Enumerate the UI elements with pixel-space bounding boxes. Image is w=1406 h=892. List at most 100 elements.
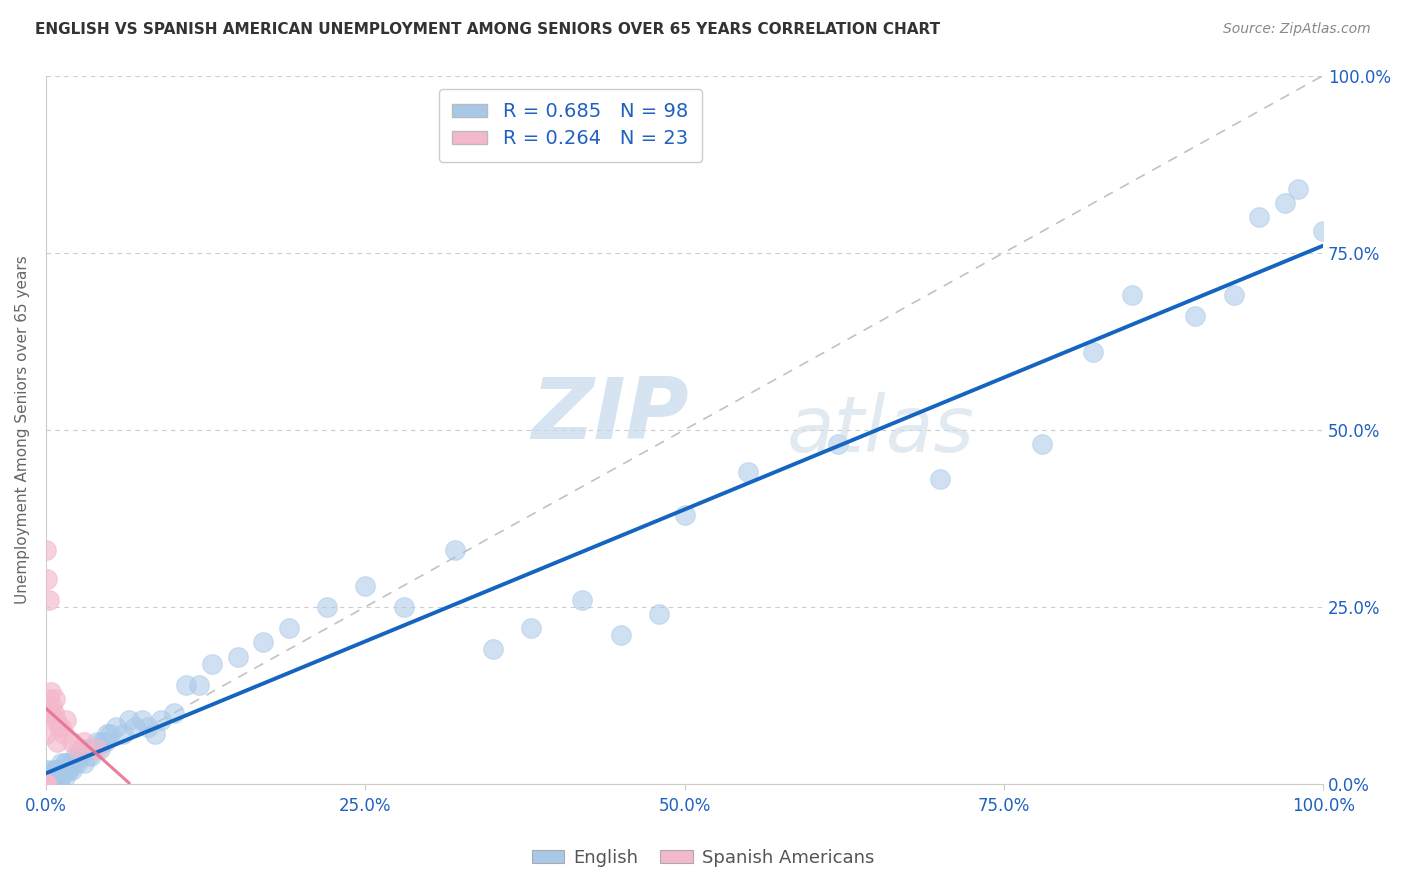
Point (48, 720, 70, 734)
Point (96, 727, 118, 741)
Point (35, 777, 58, 791)
Point (93, 734, 115, 748)
Point (392, 599, 415, 614)
Point (83, 741, 105, 756)
Point (929, 472, 952, 486)
Point (60, 734, 83, 748)
Point (52, 727, 75, 741)
Point (42, 706, 65, 721)
Point (482, 642, 505, 657)
Point (55, 756, 77, 770)
Point (35, 777, 58, 791)
Point (51, 720, 73, 734)
Point (443, 543, 465, 558)
Point (1312, 224, 1334, 238)
Point (89, 741, 111, 756)
Point (55, 714, 77, 728)
Point (673, 508, 696, 522)
Point (51, 770, 73, 784)
Point (51, 756, 73, 770)
Point (38, 777, 60, 791)
Point (111, 727, 134, 741)
Point (77, 748, 100, 763)
Point (86, 734, 108, 748)
Point (143, 727, 166, 741)
Point (226, 649, 249, 664)
Point (35, 777, 58, 791)
Point (163, 706, 186, 721)
Point (316, 599, 339, 614)
Point (73, 756, 96, 770)
Point (44, 763, 66, 777)
Point (105, 720, 128, 734)
Point (73, 734, 96, 748)
Point (354, 579, 377, 593)
Legend: English, Spanish Americans: English, Spanish Americans (524, 842, 882, 874)
Point (58, 763, 80, 777)
Text: Source: ZipAtlas.com: Source: ZipAtlas.com (1223, 22, 1371, 37)
Point (38, 592, 60, 607)
Point (1286, 182, 1309, 196)
Point (41, 699, 63, 714)
Point (252, 635, 274, 649)
Point (35, 770, 58, 784)
Point (38, 777, 60, 791)
Point (176, 678, 198, 692)
Point (70, 741, 93, 756)
Point (53, 770, 76, 784)
Point (48, 763, 70, 777)
Point (571, 592, 593, 607)
Point (44, 770, 66, 784)
Point (65, 748, 87, 763)
Point (1222, 288, 1244, 302)
Point (44, 692, 66, 706)
Point (609, 628, 631, 642)
Point (67, 748, 90, 763)
Point (66, 748, 89, 763)
Point (35, 777, 58, 791)
Point (648, 607, 671, 621)
Point (60, 763, 83, 777)
Point (38, 770, 60, 784)
Point (39, 685, 62, 699)
Point (76, 741, 98, 756)
Point (41, 777, 63, 791)
Point (1083, 344, 1105, 359)
Point (277, 621, 299, 635)
Point (188, 678, 211, 692)
Point (35, 777, 58, 791)
Point (35, 699, 58, 714)
Point (124, 720, 146, 734)
Point (39, 770, 62, 784)
Point (52, 763, 75, 777)
Point (737, 465, 759, 479)
Point (63, 756, 86, 770)
Point (1031, 437, 1053, 451)
Point (1121, 288, 1143, 302)
Point (136, 720, 159, 734)
Point (38, 770, 60, 784)
Point (118, 714, 141, 728)
Point (55, 763, 77, 777)
Point (38, 692, 60, 706)
Legend: R = 0.685   N = 98, R = 0.264   N = 23: R = 0.685 N = 98, R = 0.264 N = 23 (439, 89, 702, 161)
Point (48, 777, 70, 791)
Point (59, 756, 82, 770)
Point (35, 777, 58, 791)
Point (79, 748, 101, 763)
Point (91, 734, 114, 748)
Point (45, 770, 67, 784)
Point (80, 741, 103, 756)
Point (35, 777, 58, 791)
Point (1184, 310, 1206, 324)
Point (56, 763, 79, 777)
Point (65, 756, 87, 770)
Point (35, 770, 58, 784)
Text: atlas: atlas (787, 392, 974, 467)
Point (1249, 211, 1271, 225)
Point (49, 770, 72, 784)
Point (41, 770, 63, 784)
Point (46, 770, 69, 784)
Point (62, 756, 84, 770)
Point (86, 741, 108, 756)
